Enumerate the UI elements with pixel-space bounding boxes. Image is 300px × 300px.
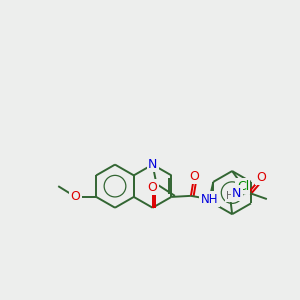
Text: O: O bbox=[71, 190, 80, 203]
Text: O: O bbox=[189, 170, 199, 183]
Text: NH: NH bbox=[201, 193, 218, 206]
Text: N: N bbox=[148, 158, 157, 171]
Text: N: N bbox=[232, 187, 242, 200]
Text: H: H bbox=[226, 191, 234, 201]
Text: O: O bbox=[256, 171, 266, 184]
Text: O: O bbox=[148, 181, 158, 194]
Text: Cl: Cl bbox=[237, 180, 249, 193]
